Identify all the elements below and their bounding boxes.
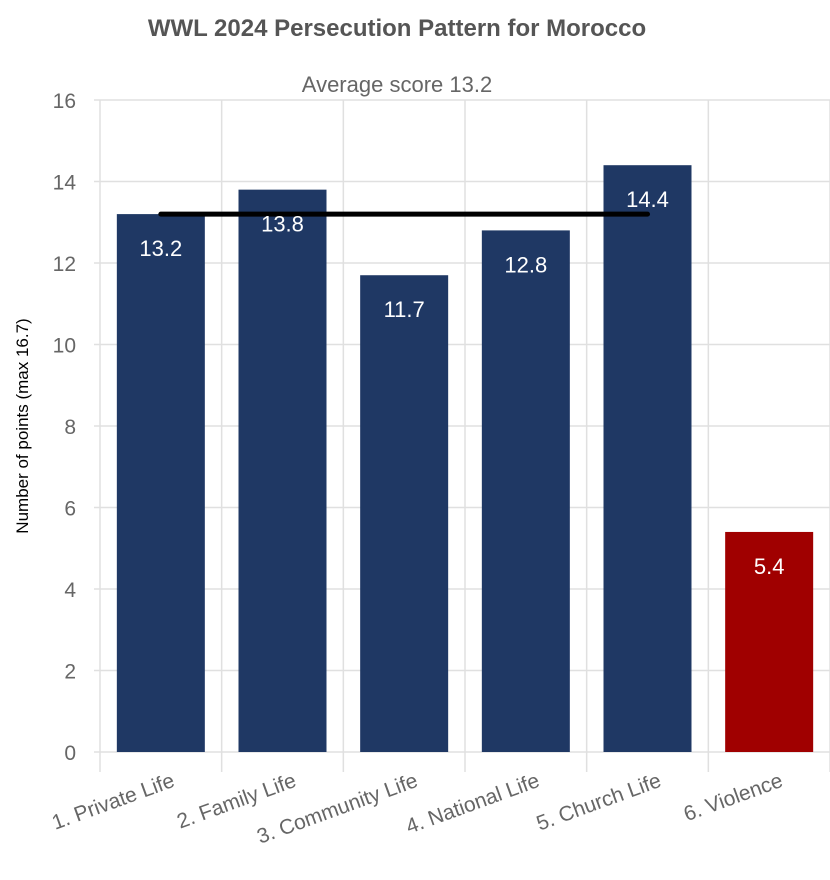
y-tick-label: 14 <box>53 172 77 195</box>
data-label: 13.8 <box>261 212 304 237</box>
y-tick-label: 0 <box>64 742 76 765</box>
data-label: 13.2 <box>139 236 182 261</box>
x-tick-label: 5. Church Life <box>533 769 664 835</box>
x-tick-label: 1. Private Life <box>49 769 178 835</box>
bar <box>238 189 327 752</box>
bar <box>603 165 692 752</box>
y-axis-ticks: 0 2 4 6 8 10 12 14 16 <box>53 90 77 765</box>
bar <box>360 275 449 752</box>
y-tick-label: 6 <box>64 498 76 521</box>
data-label: 5.4 <box>754 554 785 579</box>
y-tick-label: 8 <box>64 416 76 439</box>
data-labels: 13.2 13.8 11.7 12.8 14.4 5.4 <box>139 187 784 579</box>
bar <box>116 214 205 753</box>
chart-title: WWL 2024 Persecution Pattern for Morocco <box>148 15 646 42</box>
data-label: 11.7 <box>384 297 425 322</box>
bar <box>481 230 570 752</box>
bars <box>116 165 814 753</box>
data-label: 14.4 <box>626 187 669 212</box>
y-tick-label: 4 <box>64 579 76 602</box>
data-label: 12.8 <box>504 252 547 277</box>
y-tick-label: 16 <box>53 90 76 113</box>
bar <box>725 531 814 752</box>
y-axis-label: Number of points (max 16.7) <box>13 318 32 533</box>
y-tick-label: 2 <box>64 661 76 684</box>
chart-subtitle: Average score 13.2 <box>302 72 492 97</box>
y-tick-label: 12 <box>53 253 76 276</box>
x-tick-label: 6. Violence <box>681 769 786 826</box>
y-tick-label: 10 <box>53 335 76 358</box>
x-tick-label: 4. National Life <box>403 769 543 839</box>
